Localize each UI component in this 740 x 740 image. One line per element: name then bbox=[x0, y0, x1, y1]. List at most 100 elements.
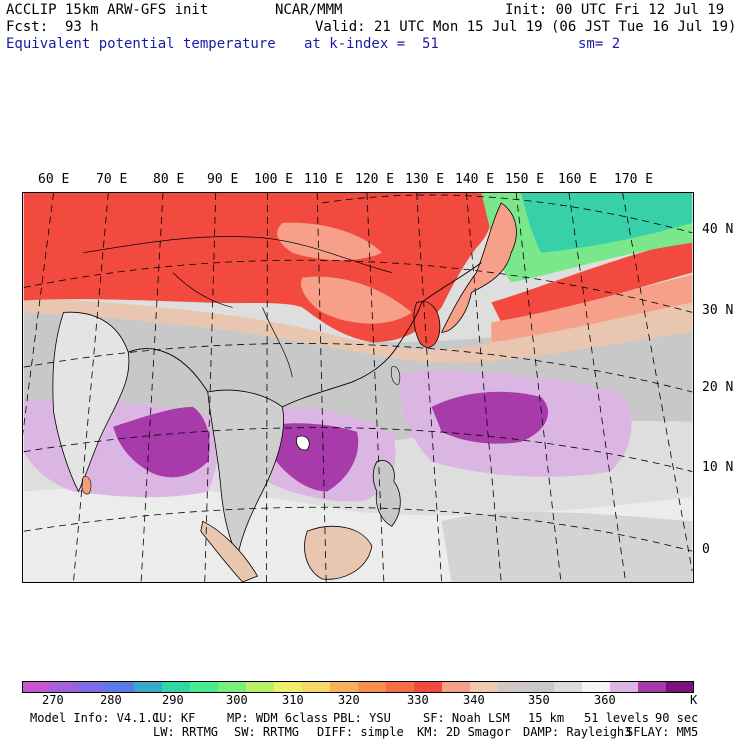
meridian bbox=[366, 193, 385, 582]
colorbar-cell bbox=[554, 681, 583, 693]
gray-south-patch bbox=[441, 511, 693, 582]
lat-label: 40 N bbox=[702, 222, 734, 237]
footer-sf: SF: Noah LSM bbox=[423, 711, 510, 725]
lon-label: 130 E bbox=[405, 172, 445, 187]
colorbar bbox=[22, 681, 694, 693]
meridian bbox=[515, 193, 562, 582]
colorbar-tick: 350 bbox=[528, 693, 550, 707]
colorbar-cell bbox=[162, 681, 191, 693]
colorbar-tick: 320 bbox=[338, 693, 360, 707]
hainan-outline bbox=[296, 435, 310, 451]
colorbar-tick: 360 bbox=[594, 693, 616, 707]
colorbar-cell bbox=[218, 681, 247, 693]
colorbar-tick: 270 bbox=[42, 693, 64, 707]
footer-sflay: SFLAY: MM5 bbox=[626, 725, 699, 739]
colorbar-cell bbox=[358, 681, 387, 693]
orange-patch-china bbox=[300, 276, 412, 324]
lon-label: 80 E bbox=[153, 172, 185, 187]
cold-teal-region bbox=[521, 193, 693, 253]
footer-damp: DAMP: Rayleigh3 bbox=[523, 725, 632, 739]
pacific-warm-band bbox=[491, 274, 693, 343]
purple-west-pacific bbox=[431, 391, 549, 444]
footer-resolution: 15 km bbox=[528, 711, 565, 725]
colorbar-cell bbox=[78, 681, 107, 693]
meridian bbox=[568, 193, 627, 582]
footer-diff: DIFF: simple bbox=[317, 725, 404, 739]
meridian bbox=[416, 193, 442, 582]
lon-label: 150 E bbox=[505, 172, 545, 187]
footer-pbl: PBL: YSU bbox=[333, 711, 391, 725]
parallel bbox=[23, 259, 693, 313]
lon-label: 70 E bbox=[96, 172, 128, 187]
org-label: NCAR/MMM bbox=[275, 2, 343, 18]
forecast-hours: 93 h bbox=[65, 19, 99, 35]
lat-label: 20 N bbox=[702, 380, 734, 395]
colorbar-cell bbox=[246, 681, 275, 693]
lon-label: 170 E bbox=[614, 172, 654, 187]
init-time: Init: 00 UTC Fri 12 Jul 19 bbox=[505, 2, 725, 18]
borneo-outline bbox=[304, 525, 373, 580]
forecast-label: Fcst: bbox=[6, 19, 49, 35]
meridian bbox=[73, 193, 109, 582]
orange-patch-mongolia bbox=[277, 222, 382, 261]
colorbar-cell bbox=[638, 681, 667, 693]
india-outline bbox=[52, 311, 130, 493]
valid-time: Valid: 21 UTC Mon 15 Jul 19 (06 JST Tue … bbox=[315, 19, 737, 35]
smoothing-label: sm= 2 bbox=[578, 36, 621, 52]
lon-label: 60 E bbox=[38, 172, 70, 187]
colorbar-cell bbox=[582, 681, 611, 693]
warm-tan-band bbox=[23, 297, 693, 364]
graticule bbox=[23, 193, 693, 582]
meridian bbox=[316, 193, 327, 582]
colorbar-tick: 280 bbox=[100, 693, 122, 707]
footer-levels: 51 levels bbox=[584, 711, 650, 725]
meridian bbox=[140, 193, 164, 582]
parallel bbox=[23, 427, 693, 472]
parallel bbox=[322, 194, 693, 234]
korea-outline bbox=[413, 301, 441, 348]
colorbar-tick: 340 bbox=[463, 693, 485, 707]
footer-model-info: Model Info: V4.1.1 bbox=[30, 711, 161, 725]
lon-label: 90 E bbox=[207, 172, 239, 187]
colorbar-cell bbox=[526, 681, 555, 693]
parallel bbox=[23, 506, 693, 552]
indochina-outline bbox=[207, 389, 285, 558]
footer-km: KM: 2D Smagor bbox=[417, 725, 511, 739]
lon-label: 110 E bbox=[304, 172, 344, 187]
lat-label: 30 N bbox=[702, 303, 734, 318]
colorbar-cell bbox=[106, 681, 135, 693]
philippines-outline bbox=[372, 460, 401, 527]
purple-south-china-sea bbox=[262, 423, 359, 492]
lon-label: 140 E bbox=[455, 172, 495, 187]
footer-sw: SW: RRTMG bbox=[234, 725, 300, 739]
colorbar-tick: 310 bbox=[282, 693, 304, 707]
colorbar-cell bbox=[274, 681, 303, 693]
colorbar-cell bbox=[610, 681, 639, 693]
meridian bbox=[23, 193, 54, 436]
footer-timestep: 90 sec bbox=[655, 711, 699, 725]
colorbar-cell bbox=[330, 681, 359, 693]
colorbar-cell bbox=[414, 681, 443, 693]
colorbar-cell bbox=[666, 681, 694, 693]
colorbar-unit: K bbox=[690, 693, 698, 707]
colorbar-tick: 300 bbox=[226, 693, 248, 707]
lon-label: 160 E bbox=[558, 172, 598, 187]
colorbar-cell bbox=[470, 681, 499, 693]
theta-e-map bbox=[22, 192, 694, 583]
lat-label: 10 N bbox=[702, 460, 734, 475]
colorbar-cell bbox=[50, 681, 79, 693]
field-name: Equivalent potential temperature bbox=[6, 36, 276, 52]
colorbar-tick: 330 bbox=[407, 693, 429, 707]
colorbar-cell bbox=[190, 681, 219, 693]
colorbar-cell bbox=[134, 681, 163, 693]
meridian bbox=[466, 193, 502, 582]
colorbar-tick: 290 bbox=[162, 693, 184, 707]
footer-mp: MP: WDM 6class bbox=[227, 711, 329, 725]
pacific-hot-band bbox=[491, 237, 693, 323]
meridian bbox=[204, 193, 217, 582]
purple-bay-of-bengal bbox=[113, 406, 210, 478]
colorbar-cell bbox=[302, 681, 331, 693]
lon-label: 120 E bbox=[355, 172, 395, 187]
sumatra-outline bbox=[200, 520, 259, 582]
meridian bbox=[266, 193, 268, 582]
